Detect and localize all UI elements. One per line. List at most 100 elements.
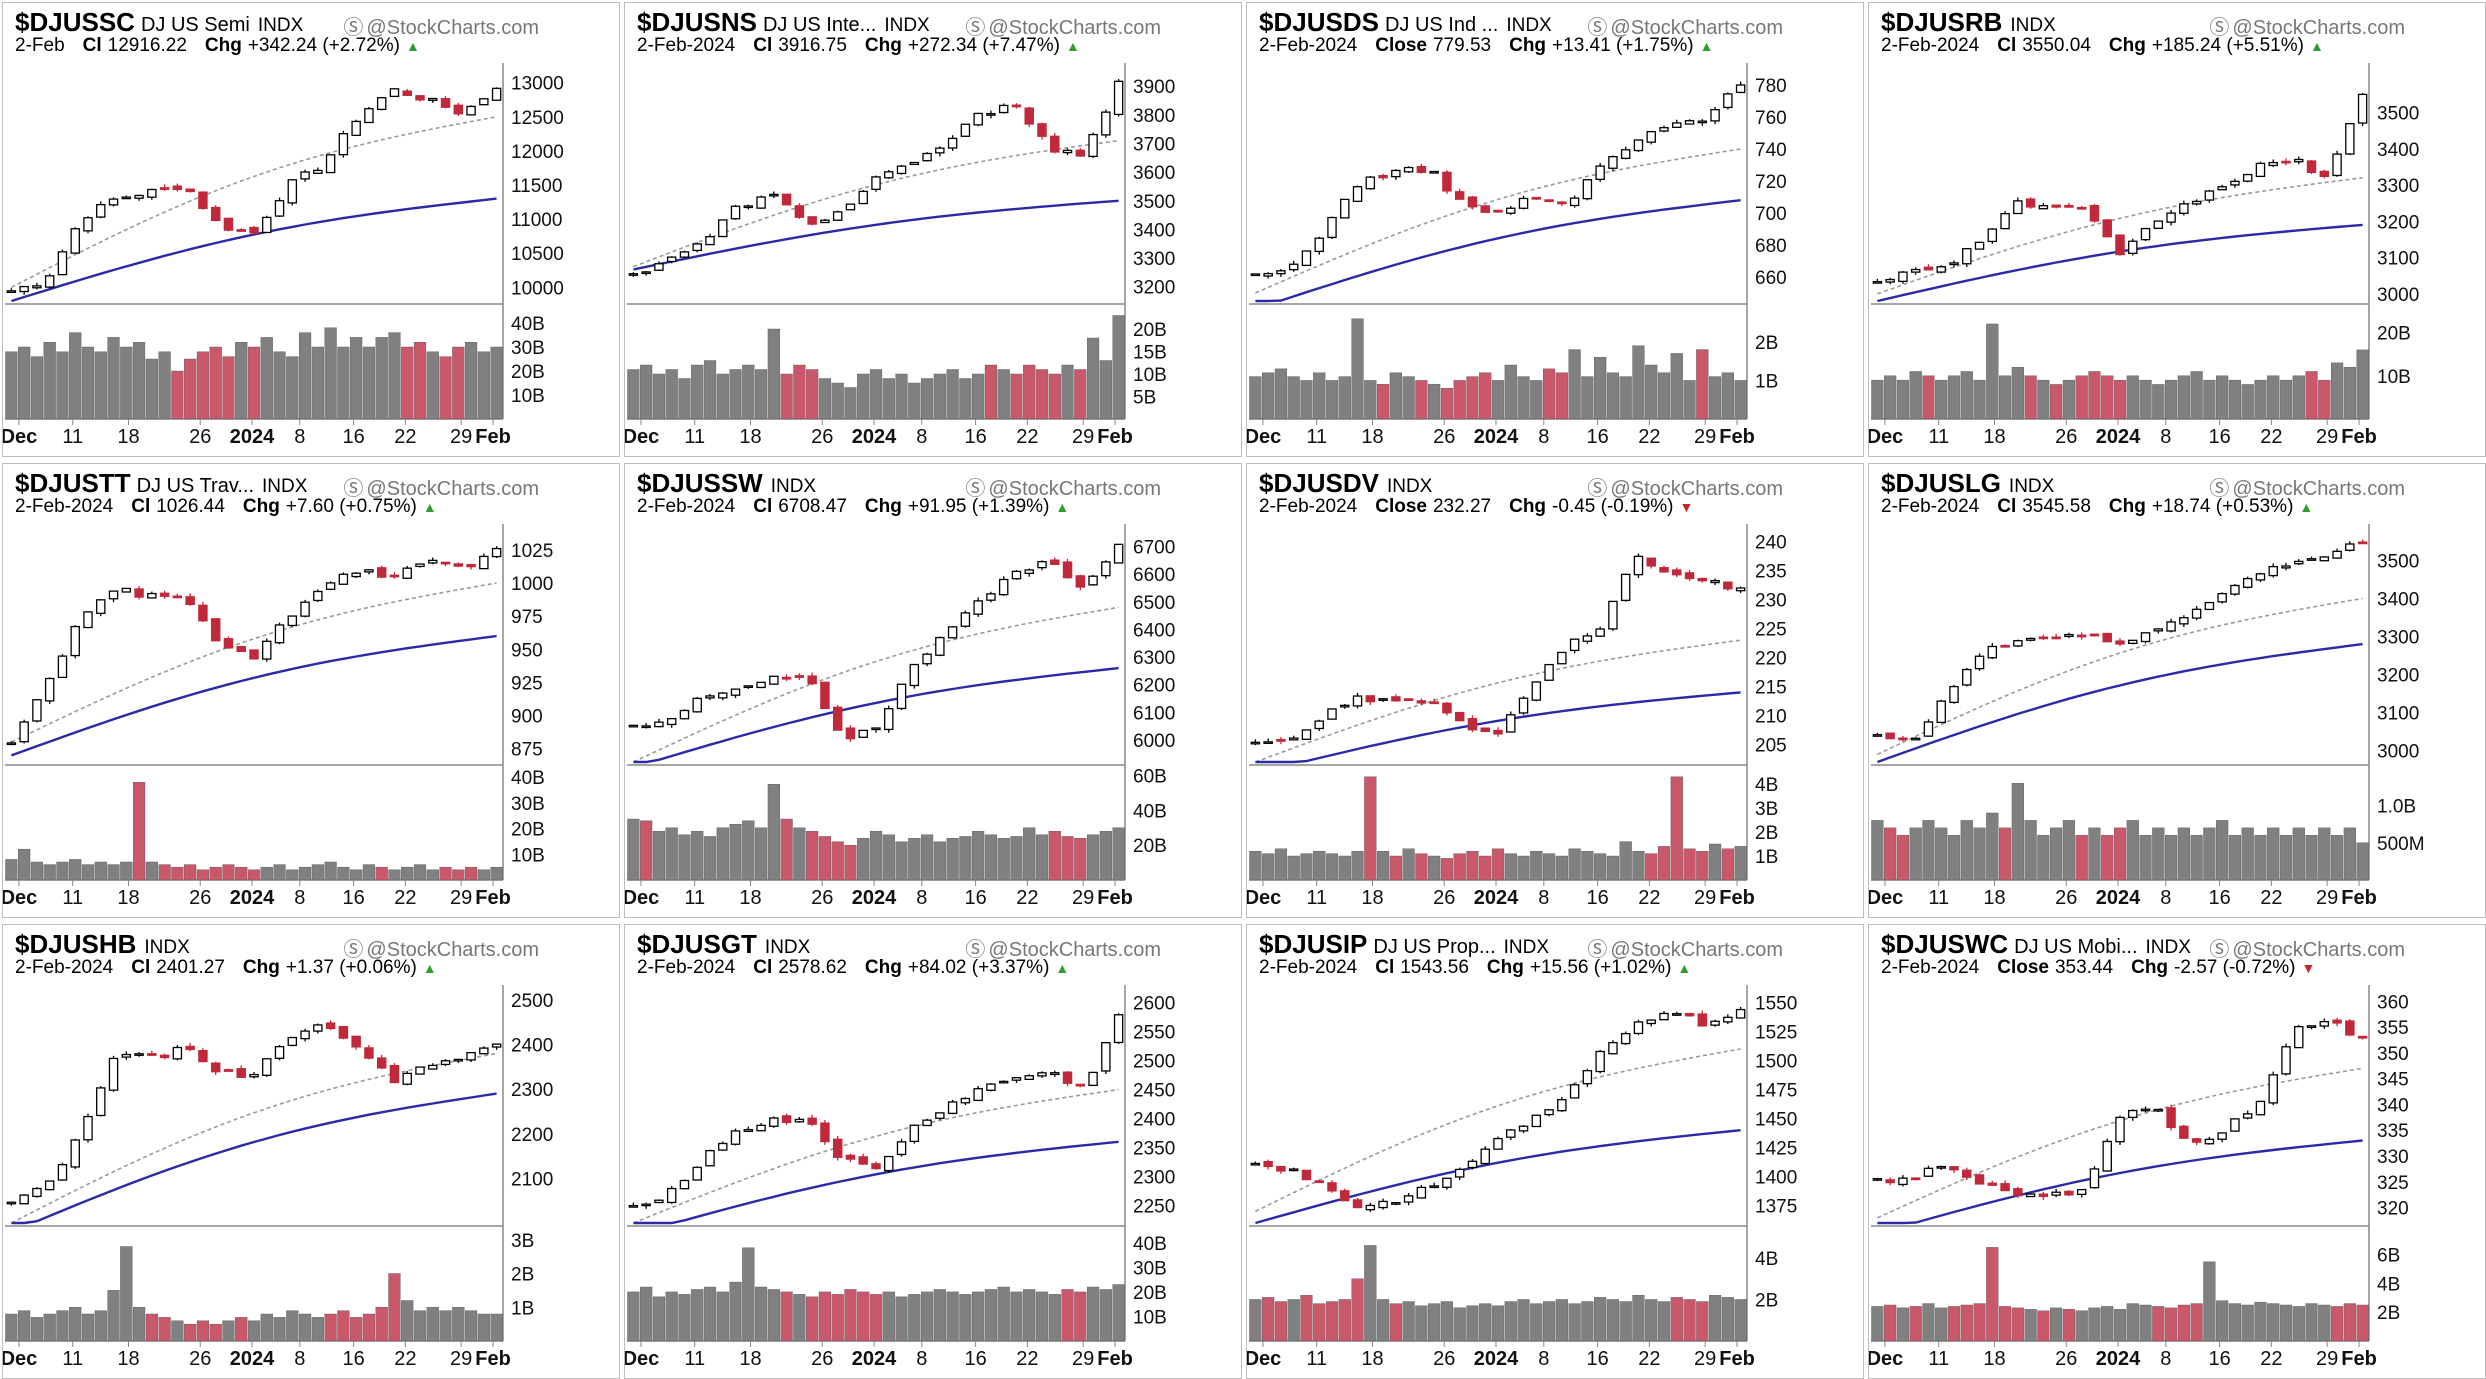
volume-bar (1960, 820, 1973, 881)
candle (718, 1142, 728, 1151)
volume-bar (1721, 1297, 1734, 1342)
candle (845, 1154, 856, 1160)
volume-tick-label: 500M (2377, 834, 2425, 855)
security-name: DJ US Prop... (1373, 936, 1496, 958)
volume-bar (1670, 1297, 1683, 1342)
candle (896, 683, 907, 710)
candle (1263, 272, 1273, 277)
symbol[interactable]: $DJUSDS (1259, 7, 1379, 37)
candle (641, 271, 651, 275)
symbol[interactable]: $DJUSIP (1259, 929, 1368, 959)
candle (884, 708, 894, 731)
quote-date: 2-Feb-2024 (1259, 35, 1358, 56)
price-tick-label: 700 (1755, 204, 1787, 225)
x-tick-label: Dec (1247, 887, 1281, 909)
change-value: +15.56 (+1.02%) (1529, 957, 1672, 978)
volume-tick-label: 20B (511, 362, 545, 383)
volume-bar (1099, 1289, 1112, 1342)
candle (935, 1112, 945, 1119)
volume-bar (2050, 1307, 2063, 1342)
symbol[interactable]: $DJUSHB (15, 929, 137, 959)
candle (1403, 698, 1414, 702)
candle (1735, 587, 1746, 592)
close-label: Cl (753, 496, 773, 517)
change-label: Chg (1509, 496, 1547, 517)
candle (313, 169, 323, 174)
x-tick-label: 22 (394, 887, 416, 909)
candle (1987, 645, 1998, 659)
volume-bar (1683, 848, 1696, 881)
symbol[interactable]: $DJUSLG (1881, 468, 2001, 498)
candle (2038, 1193, 2049, 1198)
price-tick-label: 2400 (1133, 1110, 1175, 1131)
symbol[interactable]: $DJUSRB (1881, 7, 2003, 37)
chart-svg: 240 235 230 225 220 215 210 205 4B 3B 2B 1B Dec 11 18 2… (1247, 524, 1787, 909)
close-label: Cl (131, 496, 151, 517)
volume-bar (1023, 827, 1036, 881)
volume-bar (831, 1294, 844, 1342)
candle (1646, 1019, 1656, 1025)
symbol[interactable]: $DJUSWC (1881, 929, 2009, 959)
candle (2179, 203, 2189, 214)
candle (947, 626, 958, 639)
volume-bar (665, 369, 678, 420)
candle (1340, 198, 1350, 219)
stockcharts-logo: Ⓢ @StockCharts.com (2209, 472, 2405, 501)
quote-date: 2-Feb-2024 (637, 35, 736, 56)
symbol[interactable]: $DJUSSW (637, 468, 763, 498)
volume-bar (742, 820, 755, 881)
candle (1075, 575, 1086, 588)
x-tick-label: 18 (1361, 1348, 1383, 1370)
volume-bar (1619, 376, 1632, 420)
volume-bar (2024, 1309, 2037, 1342)
volume-bar (908, 837, 921, 881)
volume-bar (2062, 1309, 2076, 1342)
price-tick-label: 680 (1755, 236, 1787, 257)
ma50-line (1255, 691, 1741, 764)
candle (1646, 557, 1656, 567)
volume-bar (933, 841, 946, 881)
volume-bar (754, 827, 768, 881)
symbol[interactable]: $DJUSNS (637, 7, 757, 37)
chart-header: $DJUSLG INDX Ⓢ @StockCharts.com 2-Feb-2024 Cl… (1869, 464, 2485, 524)
candle (415, 563, 425, 568)
candle (440, 561, 451, 565)
symbol[interactable]: $DJUSDV (1259, 468, 1379, 498)
volume-bar (882, 834, 895, 881)
candle (973, 600, 983, 615)
candle (428, 559, 438, 564)
volume-bar (2152, 827, 2165, 881)
brand-text: @StockCharts.com (366, 939, 539, 961)
x-tick-label: Dec (625, 426, 659, 448)
volume-bar (716, 373, 729, 420)
stockcharts-logo: Ⓢ @StockCharts.com (343, 11, 539, 40)
volume-bar (362, 864, 376, 881)
volume-bar (311, 864, 324, 881)
candle (1697, 120, 1708, 124)
close-label: Cl (753, 35, 773, 56)
change-label: Chg (204, 35, 242, 56)
candle (2255, 162, 2266, 178)
candle (300, 1030, 310, 1040)
symbol[interactable]: $DJUSTT (15, 468, 131, 498)
candle (1962, 668, 1972, 686)
x-tick-label: 29 (450, 887, 472, 909)
candle (1327, 708, 1337, 720)
volume-bar (729, 1281, 742, 1342)
chart-svg: 3500 3400 3300 3200 3100 3000 1.0B 500M Dec 11 18 2… (1869, 524, 2425, 909)
volume-bar (337, 1310, 350, 1342)
volume-bar (388, 869, 401, 881)
x-tick-label: 2024 (852, 887, 897, 909)
candle (1314, 720, 1324, 730)
symbol[interactable]: $DJUSSC (15, 7, 135, 37)
trend-up-icon: ▲ (2309, 38, 2324, 54)
chart-svg: 6700 6600 6500 6400 6300 6200 6100 6000 60B 40B 20… (625, 524, 1175, 909)
candle (2332, 1019, 2342, 1024)
candle (57, 655, 68, 679)
volume-bar (2279, 1304, 2293, 1342)
candle (2281, 1046, 2291, 1075)
volume-bar (247, 869, 261, 881)
volume-bar (1479, 372, 1492, 420)
symbol[interactable]: $DJUSGT (637, 929, 757, 959)
volume-bar (1670, 776, 1683, 881)
